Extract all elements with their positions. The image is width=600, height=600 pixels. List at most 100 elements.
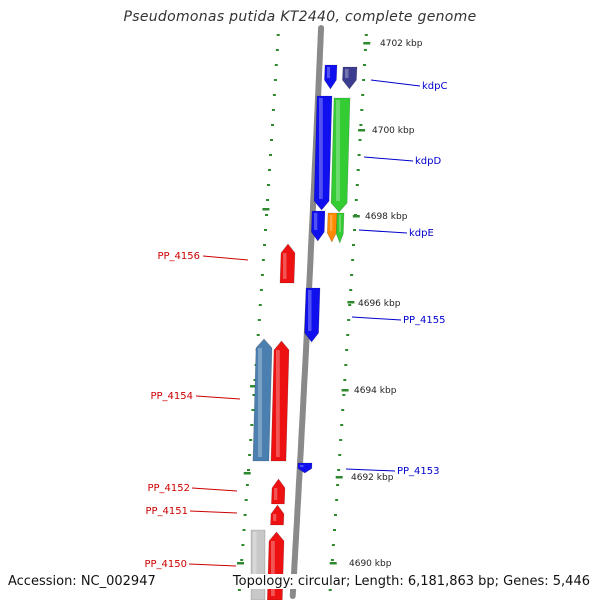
outer-tick xyxy=(357,154,361,156)
outer-tick xyxy=(356,169,360,171)
gene-label-kdpC[interactable]: kdpC xyxy=(422,81,447,92)
feature-kdpB[interactable] xyxy=(342,66,358,90)
outer-tick xyxy=(343,379,347,381)
feature-highlight xyxy=(345,69,349,78)
feature-kdpE-strand[interactable] xyxy=(310,210,326,242)
leader-line xyxy=(345,468,396,472)
feature-highlight xyxy=(274,488,278,500)
feature-PP_4156[interactable] xyxy=(279,243,296,284)
outer-tick xyxy=(328,589,332,591)
gene-label-PP_4153[interactable]: PP_4153 xyxy=(397,466,440,477)
outer-tick xyxy=(333,529,336,531)
leader-line xyxy=(363,156,414,162)
inner-tick xyxy=(273,79,277,81)
feature-PP_4150[interactable] xyxy=(266,531,285,600)
inner-tick xyxy=(266,199,269,201)
major-tick xyxy=(329,562,337,565)
feature-PP_4153[interactable] xyxy=(297,462,313,474)
feature-PP_4152[interactable] xyxy=(271,478,286,505)
inner-tick xyxy=(271,109,275,111)
outer-tick xyxy=(347,319,351,321)
gene-label-kdpD[interactable]: kdpD xyxy=(415,156,441,167)
major-tick xyxy=(358,129,366,132)
feature-highlight xyxy=(283,253,287,279)
outer-tick xyxy=(352,244,355,246)
scale-labels: 4702 kbp 4700 kbp 4698 kbp 4696 kbp 4694… xyxy=(349,39,423,569)
feature-kdpD-strand[interactable] xyxy=(313,95,333,211)
gene-label-PP_4152[interactable]: PP_4152 xyxy=(147,483,190,494)
outer-tick xyxy=(349,289,353,291)
inner-tick xyxy=(257,319,261,321)
scale-label-4700: 4700 kbp xyxy=(372,126,415,136)
feature-highlight xyxy=(276,350,280,457)
scale-label-4690: 4690 kbp xyxy=(349,559,392,569)
inner-tick xyxy=(248,454,252,456)
leader-line xyxy=(202,255,249,261)
inner-tick xyxy=(242,529,246,531)
inner-tick xyxy=(264,229,267,231)
inner-tick xyxy=(265,214,268,216)
outer-tick xyxy=(345,349,349,351)
feature-kdpE[interactable] xyxy=(326,212,338,243)
feature-PP_4154-b[interactable] xyxy=(252,338,273,462)
feature-highlight xyxy=(273,514,277,521)
gene-label-PP_4156[interactable]: PP_4156 xyxy=(157,251,200,262)
outer-tick xyxy=(355,184,359,186)
leader-line xyxy=(191,487,238,492)
inner-tick xyxy=(245,484,249,486)
outer-tick xyxy=(346,334,350,336)
inner-tick xyxy=(243,514,247,516)
feature-PP_4155[interactable] xyxy=(304,287,321,343)
outer-tick xyxy=(331,544,335,546)
inner-tick xyxy=(249,439,253,441)
inner-tick xyxy=(244,499,248,501)
major-tick xyxy=(352,215,360,218)
outer-tick xyxy=(350,274,354,276)
inner-tick xyxy=(240,559,244,561)
inner-tick xyxy=(237,589,241,591)
outer-tick xyxy=(363,64,366,66)
inner-tick xyxy=(276,34,280,36)
inner-tick xyxy=(252,394,256,396)
feature-PP_4154[interactable] xyxy=(270,340,290,462)
gene-features[interactable] xyxy=(250,64,358,600)
feature-highlight xyxy=(330,215,333,231)
inner-tick xyxy=(270,139,273,141)
gene-label-PP_4151[interactable]: PP_4151 xyxy=(145,506,188,517)
outer-tick xyxy=(330,559,334,561)
leader-line xyxy=(351,316,402,321)
gene-label-kdpE[interactable]: kdpE xyxy=(409,228,434,239)
inner-tick xyxy=(274,64,278,66)
gene-label-PP_4155[interactable]: PP_4155 xyxy=(403,315,446,326)
genome-summary-text: Topology: circular; Length: 6,181,863 bp… xyxy=(232,574,590,589)
outer-tick xyxy=(348,304,352,306)
scale-label-4694: 4694 kbp xyxy=(354,386,397,396)
scale-label-4702: 4702 kbp xyxy=(380,39,423,49)
feature-kdpE-cont[interactable] xyxy=(335,212,345,244)
outer-tick xyxy=(353,229,356,231)
outer-tick xyxy=(341,409,345,411)
feature-highlight xyxy=(336,100,340,201)
outer-tick xyxy=(339,439,343,441)
outer-tick xyxy=(342,394,346,396)
feature-kdpD[interactable] xyxy=(330,97,351,213)
outer-tick xyxy=(344,364,348,366)
gene-label-PP_4154[interactable]: PP_4154 xyxy=(150,391,193,402)
gene-label-PP_4150[interactable]: PP_4150 xyxy=(144,559,187,570)
inner-tick xyxy=(247,469,250,471)
map-title: Pseudomonas putida KT2440, complete geno… xyxy=(123,9,477,25)
major-tick xyxy=(341,389,349,392)
inner-tick xyxy=(263,244,266,246)
inner-tick xyxy=(258,304,262,306)
inner-tick xyxy=(259,289,263,291)
major-tick xyxy=(347,301,355,304)
inner-tick xyxy=(250,424,254,426)
feature-highlight xyxy=(314,213,318,230)
feature-PP_4151[interactable] xyxy=(270,504,285,526)
tick-marks xyxy=(237,34,371,591)
inner-tick xyxy=(268,169,271,171)
feature-highlight xyxy=(308,290,312,331)
gene-labels[interactable]: kdpC kdpD kdpE PP_4155 PP_4153 PP_4156 P… xyxy=(144,81,447,570)
feature-kdpC[interactable] xyxy=(324,64,338,90)
